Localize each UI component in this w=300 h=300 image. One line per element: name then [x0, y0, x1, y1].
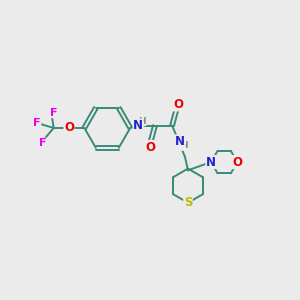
Text: O: O	[173, 98, 183, 111]
Text: O: O	[146, 141, 156, 154]
Text: S: S	[184, 196, 192, 209]
Text: H: H	[138, 117, 146, 126]
Text: N: N	[175, 135, 185, 148]
Text: F: F	[50, 108, 57, 118]
Text: O: O	[232, 156, 242, 169]
Text: O: O	[64, 122, 74, 134]
Text: N: N	[206, 156, 216, 169]
Text: F: F	[39, 138, 46, 148]
Text: N: N	[133, 119, 143, 132]
Text: H: H	[180, 141, 188, 150]
Text: F: F	[33, 118, 41, 128]
